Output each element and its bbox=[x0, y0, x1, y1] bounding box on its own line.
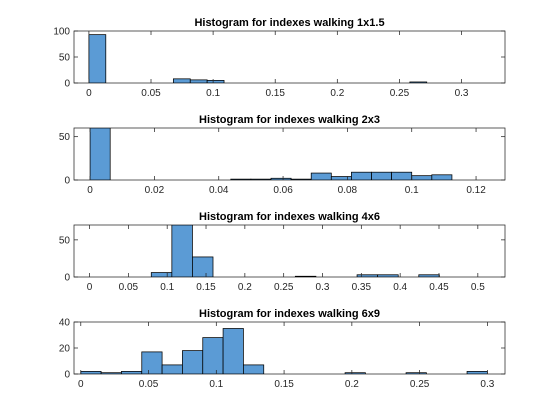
subplot-3: 0 0.05 0.1 0.15 0.2 0.25 0.3 0.35 0.4 0.45 0.5 0 50 H… bbox=[59, 211, 506, 293]
x-tick-label: 0.05 bbox=[139, 379, 159, 390]
x-tick-label: 0.2 bbox=[345, 379, 359, 390]
histogram-bar bbox=[88, 34, 107, 83]
histogram-bar bbox=[466, 371, 488, 374]
x-tick-label: 0.2 bbox=[238, 282, 252, 293]
histogram-bar bbox=[330, 176, 352, 180]
histogram-bar bbox=[405, 372, 427, 374]
x-tick-label: 0.15 bbox=[265, 88, 285, 99]
chart-title: Histogram for indexes walking 2x3 bbox=[199, 114, 380, 126]
subplot-2: 0 0.02 0.04 0.06 0.08 0.1 0.12 0 50 Histogram for… bbox=[59, 114, 506, 196]
x-tick-label: 0.3 bbox=[455, 88, 469, 99]
x-tick-label: 0.2 bbox=[330, 88, 344, 99]
x-tick-label: 0.3 bbox=[480, 379, 494, 390]
histogram-bar bbox=[351, 171, 372, 180]
x-tick-label: 0 bbox=[86, 88, 92, 99]
x-tick-label: 0.05 bbox=[141, 88, 161, 99]
x-tick-label: 0.4 bbox=[393, 282, 407, 293]
histogram-bar bbox=[121, 371, 143, 374]
x-tick-label: 0.25 bbox=[274, 282, 294, 293]
y-tick-label: 20 bbox=[59, 344, 71, 355]
y-tick-label: 50 bbox=[59, 235, 71, 246]
histogram-bar bbox=[270, 177, 292, 180]
histogram-bar bbox=[409, 81, 428, 83]
histogram-bar bbox=[80, 371, 102, 374]
bars bbox=[80, 328, 488, 374]
axes-box bbox=[73, 30, 506, 84]
histogram-bar bbox=[411, 175, 433, 180]
subplot-1: 0 0.05 0.1 0.15 0.2 0.25 0.3 0 50 100 Histogram fo… bbox=[53, 17, 506, 99]
x-tick-label: 0.06 bbox=[273, 185, 293, 196]
histogram-bar bbox=[150, 272, 173, 277]
x-tick-label: 0 bbox=[87, 185, 93, 196]
histogram-bar bbox=[243, 364, 265, 374]
x-tick-label: 0.1 bbox=[206, 88, 220, 99]
histogram-bar bbox=[100, 372, 122, 374]
histogram-bar bbox=[172, 78, 191, 83]
histogram-bar bbox=[192, 256, 214, 277]
histogram-bar bbox=[290, 178, 312, 180]
y-tick-label: 0 bbox=[64, 370, 70, 381]
histogram-bar bbox=[206, 80, 225, 83]
histogram-bar bbox=[356, 274, 379, 277]
bars bbox=[88, 34, 428, 83]
histogram-bar bbox=[89, 128, 111, 180]
x-tick-label: 0.12 bbox=[466, 185, 486, 196]
histogram-bar bbox=[222, 328, 244, 374]
axes-box bbox=[73, 224, 506, 278]
x-tick-label: 0.1 bbox=[160, 282, 174, 293]
x-tick-label: 0.08 bbox=[338, 185, 358, 196]
histogram-bar bbox=[230, 178, 252, 180]
x-tick-label: 0.25 bbox=[410, 379, 430, 390]
bars bbox=[89, 128, 453, 180]
histogram-bar bbox=[141, 351, 163, 374]
y-tick-label: 50 bbox=[59, 53, 71, 64]
histogram-bar bbox=[418, 274, 440, 277]
x-tick-label: 0.45 bbox=[429, 282, 449, 293]
x-tick-label: 0 bbox=[78, 379, 84, 390]
x-tick-label: 0 bbox=[87, 282, 93, 293]
chart-title: Histogram for indexes walking 6x9 bbox=[199, 308, 380, 320]
bars bbox=[150, 225, 440, 277]
x-tick-label: 0.04 bbox=[209, 185, 229, 196]
axes-box bbox=[73, 127, 506, 181]
histogram-bar bbox=[377, 274, 399, 277]
histogram-bar bbox=[431, 174, 453, 180]
histogram-bar bbox=[171, 225, 193, 277]
x-tick-label: 0.1 bbox=[209, 379, 223, 390]
histogram-bar bbox=[182, 350, 204, 374]
y-tick-label: 0 bbox=[64, 273, 70, 284]
x-tick-label: 0.15 bbox=[196, 282, 216, 293]
histogram-bar bbox=[250, 178, 272, 180]
y-tick-label: 40 bbox=[59, 318, 71, 329]
chart-title: Histogram for indexes walking 4x6 bbox=[199, 211, 380, 223]
histogram-bar bbox=[310, 172, 332, 180]
histogram-bar bbox=[202, 337, 224, 374]
x-tick-label: 0.3 bbox=[316, 282, 330, 293]
histogram-bar bbox=[294, 275, 317, 277]
x-tick-label: 0.02 bbox=[145, 185, 165, 196]
histogram-bar bbox=[344, 372, 366, 374]
histogram-bar bbox=[391, 171, 413, 180]
x-tick-label: 0.5 bbox=[471, 282, 485, 293]
x-tick-label: 0.15 bbox=[274, 379, 294, 390]
axes-box bbox=[73, 321, 506, 375]
subplot-4: 0 0.05 0.1 0.15 0.2 0.25 0.3 0 20 40 Histogram for… bbox=[59, 308, 506, 390]
chart-title: Histogram for indexes walking 1x1.5 bbox=[194, 17, 384, 29]
histogram-bar bbox=[161, 364, 183, 374]
histogram-bar bbox=[189, 79, 208, 83]
x-tick-label: 0.1 bbox=[405, 185, 419, 196]
y-tick-label: 50 bbox=[59, 132, 71, 143]
y-tick-label: 100 bbox=[53, 27, 70, 38]
y-tick-label: 0 bbox=[64, 176, 70, 187]
y-tick-label: 0 bbox=[64, 79, 70, 90]
x-tick-label: 0.25 bbox=[390, 88, 410, 99]
histogram-bar bbox=[371, 171, 392, 180]
x-tick-label: 0.05 bbox=[119, 282, 139, 293]
x-tick-label: 0.35 bbox=[352, 282, 372, 293]
